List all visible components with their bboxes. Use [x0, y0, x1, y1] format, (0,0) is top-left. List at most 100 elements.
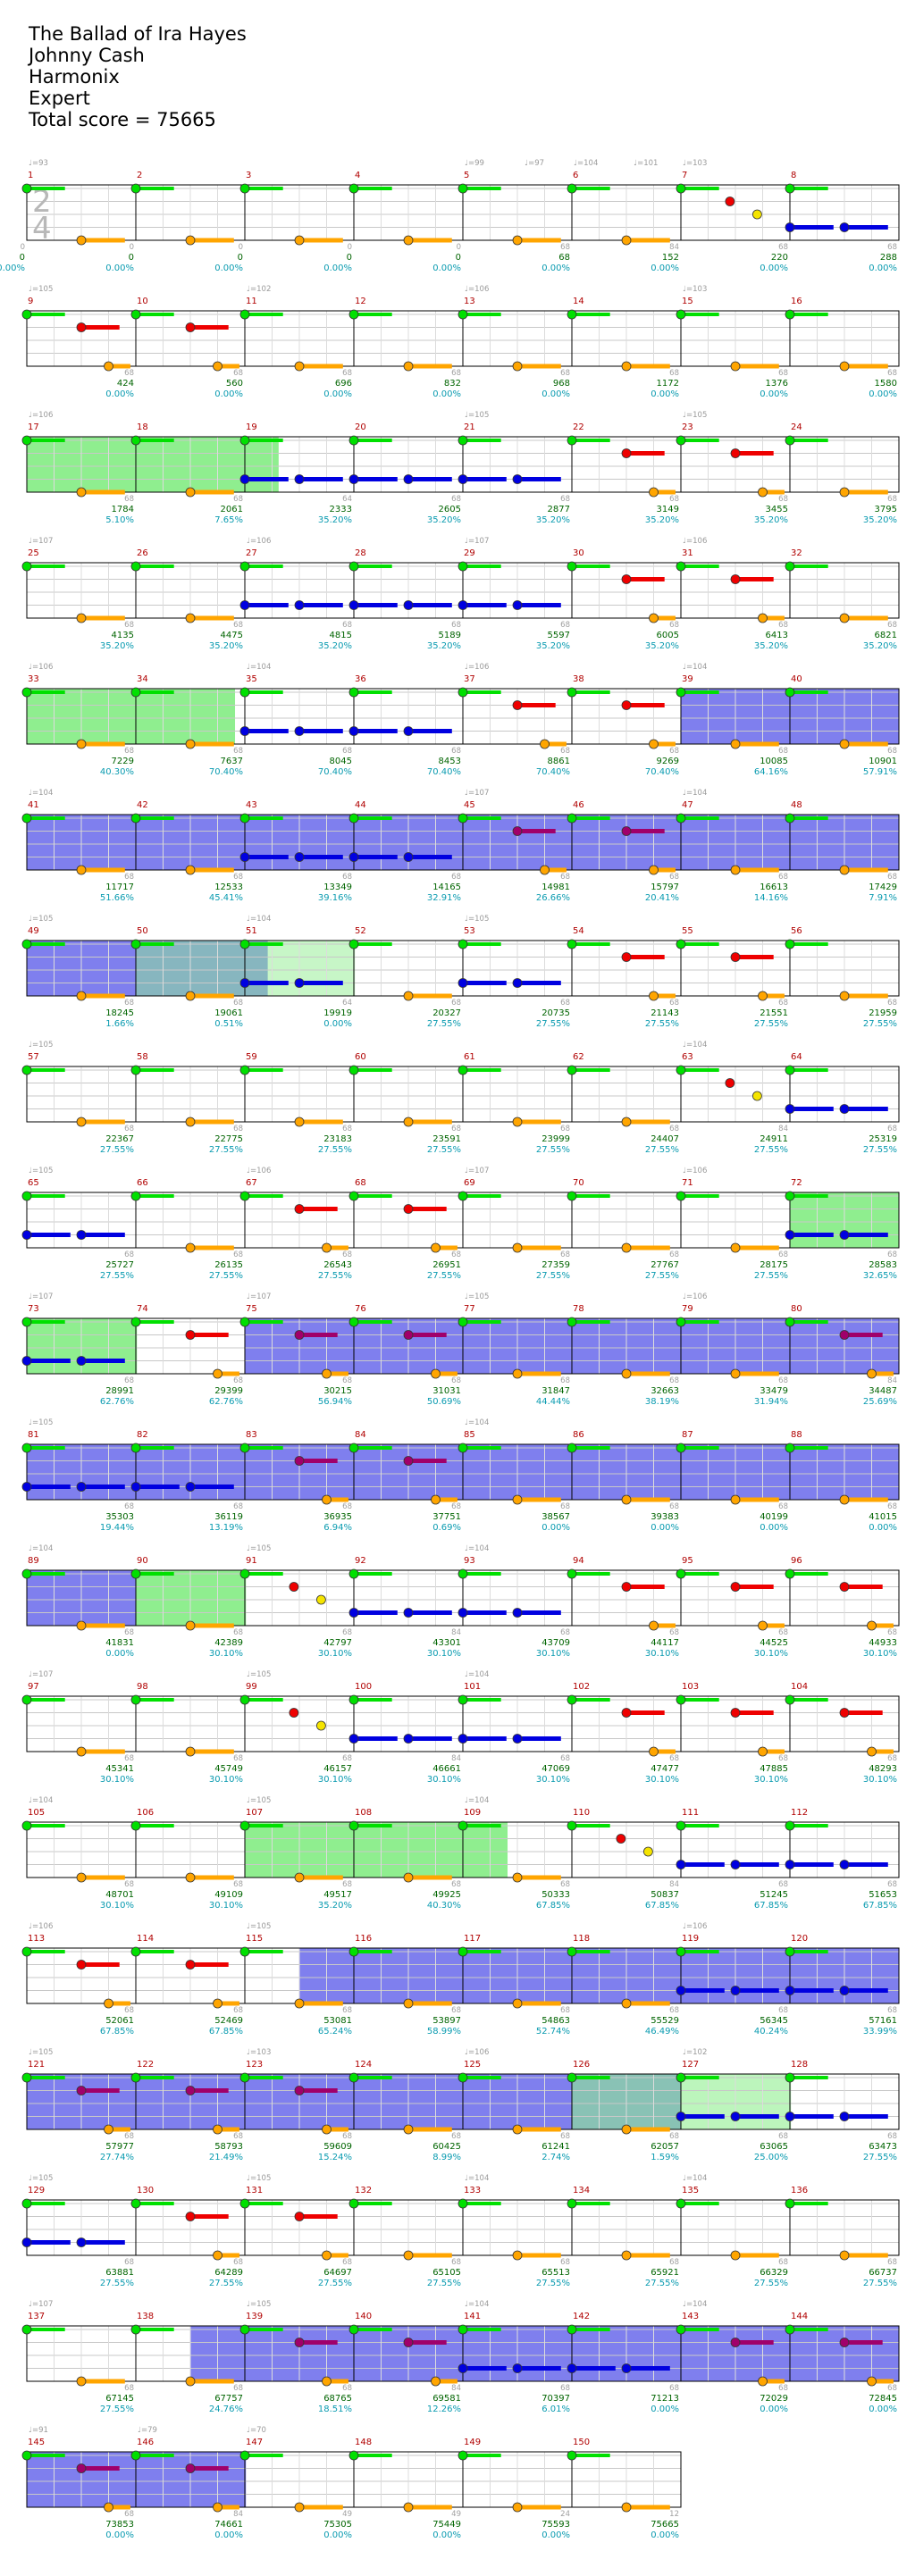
note-gem — [76, 991, 87, 1001]
measure-number: 127 — [682, 2060, 699, 2070]
bar-value: 68 — [451, 1502, 461, 1511]
bar-value: 68 — [342, 2132, 352, 2141]
cumulative-score: 73853 — [105, 2520, 134, 2530]
song-header: The Ballad of Ira Hayes Johnny Cash Harm… — [29, 23, 565, 130]
note-gem — [458, 2450, 468, 2461]
note-gem — [730, 2338, 741, 2347]
bar-value: 68 — [124, 1250, 134, 1259]
note-gem — [458, 978, 468, 988]
overdrive-percent: 27.55% — [645, 1019, 679, 1029]
measure-number: 88 — [791, 1430, 802, 1440]
tempo-mark: ♩=105 — [29, 1418, 53, 1427]
overdrive-percent: 7.91% — [869, 893, 897, 903]
note-gem — [76, 1117, 87, 1127]
bar-value: 68 — [778, 2384, 788, 2393]
measure-number: 132 — [355, 2186, 372, 2195]
bar-value: 68 — [778, 2132, 788, 2141]
overdrive-percent: 70.40% — [536, 767, 570, 777]
note-gem — [130, 1482, 141, 1492]
staff-row — [26, 1569, 900, 1627]
note-gem — [458, 2363, 468, 2373]
cumulative-score: 23999 — [541, 1134, 570, 1144]
cumulative-score: 1784 — [112, 505, 134, 514]
note-gem — [185, 991, 196, 1001]
overdrive-percent: 27.55% — [645, 1271, 679, 1281]
overdrive-percent: 50.69% — [427, 1397, 461, 1407]
measure-number: 13 — [464, 297, 475, 306]
note-gem — [730, 2250, 741, 2261]
overdrive-percent: 15.24% — [318, 2153, 352, 2162]
bar-value: 84 — [669, 243, 679, 252]
note-gem — [21, 939, 32, 949]
measure-number: 134 — [573, 2186, 590, 2195]
note-gem — [185, 487, 196, 498]
bar-value: 49 — [342, 2510, 352, 2519]
measure-number: 6 — [573, 171, 578, 180]
note-gem — [76, 235, 87, 246]
note-gem — [348, 1191, 359, 1201]
note-gem — [213, 2124, 222, 2135]
note-gem — [403, 1734, 414, 1744]
measure-number: 99 — [246, 1682, 257, 1692]
cumulative-score: 29399 — [214, 1386, 243, 1396]
note-gem — [130, 2198, 141, 2209]
note-gem — [185, 2086, 196, 2095]
overdrive-percent: 1.59% — [651, 2153, 679, 2162]
measure-number: 86 — [573, 1430, 584, 1440]
measure-number: 112 — [791, 1808, 808, 1818]
bar-value: 68 — [560, 999, 570, 1008]
measure-number: 5 — [464, 171, 469, 180]
measure-number: 77 — [464, 1304, 475, 1314]
note-gem — [567, 1946, 577, 1957]
bar-value: 12 — [669, 2510, 679, 2519]
measure-number: 76 — [355, 1304, 366, 1314]
song-title: The Ballad of Ira Hayes — [29, 23, 247, 45]
bar-value: 64 — [342, 999, 352, 1008]
note-gem — [458, 1443, 468, 1453]
bar-value: 49 — [451, 2510, 461, 2519]
note-gem — [104, 2124, 113, 2135]
bar-value: 68 — [451, 2006, 461, 2015]
overdrive-percent: 0.00% — [651, 389, 679, 399]
overdrive-percent: 67.85% — [645, 1901, 679, 1911]
note-gem — [621, 1708, 632, 1718]
cumulative-score: 57161 — [869, 2016, 897, 2026]
bar-value: 68 — [124, 1376, 134, 1385]
note-gem — [758, 613, 768, 623]
cumulative-score: 62057 — [651, 2142, 679, 2152]
measure-number: 72 — [791, 1178, 802, 1188]
cumulative-score: 21551 — [760, 1008, 788, 1018]
cumulative-score: 11717 — [105, 882, 134, 892]
measure-number: 44 — [355, 800, 366, 810]
note-gem — [512, 361, 523, 372]
cumulative-score: 4475 — [221, 631, 243, 640]
measure-number: 124 — [355, 2060, 372, 2070]
note-gem — [785, 183, 795, 194]
measure-number: 16 — [791, 297, 802, 306]
overdrive-percent: 0.00% — [651, 2530, 679, 2540]
cumulative-score: 25727 — [105, 1260, 134, 1270]
overdrive-percent: 0.00% — [214, 389, 243, 399]
measure-number: 89 — [28, 1556, 39, 1566]
overdrive-percent: 2.74% — [541, 2153, 570, 2162]
overdrive-percent: 0.00% — [541, 1523, 570, 1533]
cumulative-score: 45341 — [105, 1764, 134, 1774]
note-gem — [512, 1494, 523, 1505]
overdrive-percent: 30.10% — [209, 1775, 243, 1785]
overdrive-percent: 27.55% — [863, 1145, 897, 1155]
note-gem — [130, 813, 141, 824]
measure-number: 116 — [355, 1934, 372, 1944]
cumulative-score: 32663 — [651, 1386, 679, 1396]
bar-value: 68 — [887, 495, 897, 504]
overdrive-percent: 24.76% — [209, 2405, 243, 2414]
cumulative-score: 44117 — [651, 1638, 679, 1648]
measure-number: 97 — [28, 1682, 39, 1692]
note-gem — [348, 2198, 359, 2209]
bar-value: 68 — [451, 1880, 461, 1889]
note-gem — [130, 1694, 141, 1705]
note-gem — [839, 1986, 850, 1995]
overdrive-percent: 67.85% — [100, 2027, 134, 2037]
overdrive-percent: 0.00% — [760, 1523, 788, 1533]
cumulative-score: 55529 — [651, 2016, 679, 2026]
note-gem — [348, 687, 359, 698]
